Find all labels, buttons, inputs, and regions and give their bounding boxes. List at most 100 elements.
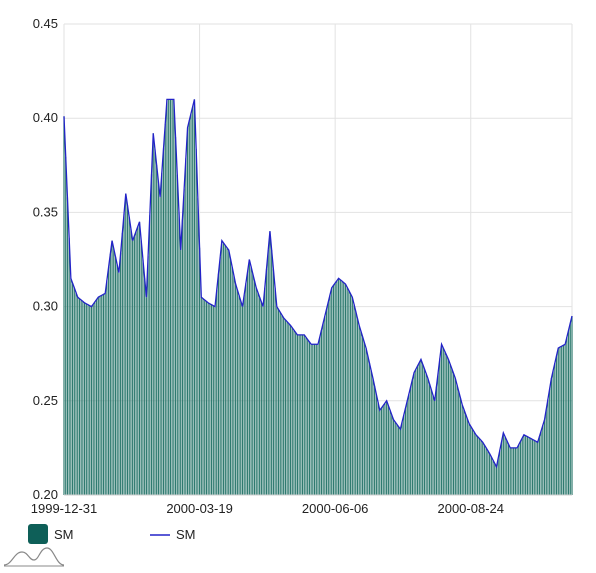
bar [336, 280, 338, 495]
bar [135, 231, 137, 496]
bar [391, 414, 393, 495]
bar [144, 278, 146, 495]
bar [528, 437, 530, 495]
bar [382, 405, 384, 495]
bar [221, 240, 223, 495]
bar [257, 292, 259, 495]
bar [195, 148, 197, 495]
bar [473, 431, 475, 495]
bar [226, 247, 228, 495]
bar [238, 295, 240, 495]
bar [454, 378, 456, 495]
bar [530, 438, 532, 495]
bar [229, 258, 232, 495]
bar [449, 364, 451, 495]
bar [456, 384, 458, 495]
mountain-wave-icon[interactable] [3, 547, 65, 567]
bar [68, 237, 70, 495]
y-tick-label: 0.30 [33, 299, 58, 314]
bar [485, 447, 487, 495]
bar [149, 215, 151, 496]
bar [447, 359, 450, 495]
bar [264, 287, 266, 495]
bar [334, 283, 336, 495]
bar [162, 148, 165, 495]
bar [233, 275, 235, 495]
bar [320, 330, 323, 495]
legend-item-line[interactable]: SM [150, 527, 196, 542]
x-tick-label: 2000-06-06 [302, 501, 369, 516]
bar [358, 325, 360, 495]
bar [567, 330, 570, 495]
bar [128, 217, 130, 496]
bar [461, 404, 463, 495]
bar [192, 106, 194, 496]
legend-item-bar[interactable]: SM [28, 524, 74, 544]
bar [193, 99, 196, 496]
bar [389, 410, 391, 495]
bar [267, 250, 269, 495]
bar [375, 394, 377, 495]
bar [418, 362, 420, 495]
bar [367, 355, 369, 495]
bar [470, 426, 472, 495]
bar [300, 334, 302, 495]
bar [295, 332, 297, 495]
bar [164, 123, 166, 495]
bar [360, 331, 362, 495]
bar [504, 436, 506, 495]
legend-label-bar: SM [54, 527, 74, 542]
bar [70, 278, 72, 495]
bar [92, 304, 94, 495]
bar [248, 259, 250, 495]
bar [379, 410, 381, 495]
bar [423, 368, 425, 495]
bar [293, 330, 295, 495]
bar [73, 287, 75, 495]
bar [483, 445, 486, 495]
bar [174, 137, 177, 496]
bar [173, 99, 175, 496]
bar [63, 116, 65, 495]
bar [205, 301, 208, 495]
bar [434, 400, 436, 495]
y-tick-label: 0.20 [33, 487, 58, 502]
bar [243, 294, 245, 495]
bar [210, 304, 213, 495]
bar [116, 264, 118, 495]
bar [506, 440, 508, 495]
bar [301, 334, 304, 495]
bar [353, 304, 355, 495]
bar [260, 301, 262, 495]
bar [169, 99, 171, 496]
bar [271, 250, 273, 495]
bar [475, 434, 477, 495]
bar [399, 429, 401, 495]
bar [339, 279, 341, 495]
bar [255, 287, 257, 495]
bar [313, 344, 316, 495]
bar [554, 363, 556, 495]
bar [83, 302, 86, 495]
bar [298, 334, 300, 495]
bar [168, 99, 170, 496]
bar [425, 373, 427, 495]
bar [401, 422, 403, 495]
bar [356, 318, 359, 495]
bar [394, 422, 396, 495]
bar [307, 339, 309, 495]
bar [99, 296, 101, 495]
bar [312, 344, 314, 495]
bar [247, 271, 249, 495]
bar [499, 449, 501, 495]
bar [82, 301, 84, 495]
bar [523, 434, 525, 495]
bar [571, 316, 573, 495]
bar [427, 378, 429, 495]
bar [108, 267, 110, 495]
bar [521, 438, 523, 495]
bar [90, 306, 93, 495]
bar [344, 283, 347, 495]
bar [410, 386, 412, 495]
